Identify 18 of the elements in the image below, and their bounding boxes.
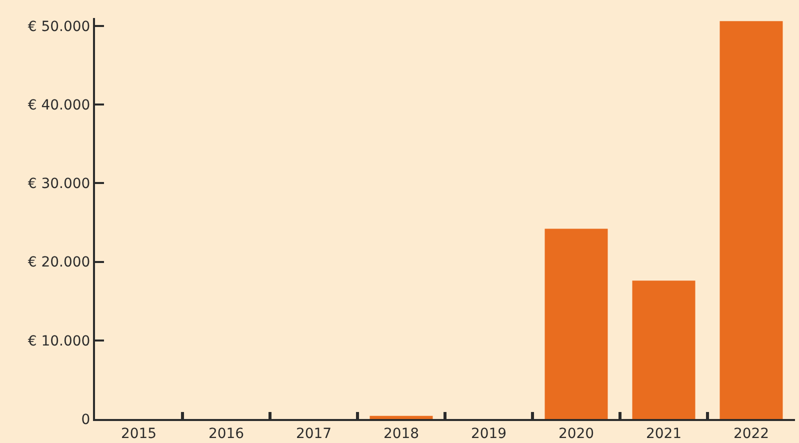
bar <box>544 228 608 419</box>
x-tick-label: 2020 <box>558 426 594 442</box>
x-tick-label: 2016 <box>208 426 244 442</box>
y-tick-label: € 40.000 <box>28 97 90 114</box>
y-tick-label: € 20.000 <box>28 254 90 271</box>
bar <box>720 21 783 419</box>
bar <box>632 280 696 419</box>
y-tick-label: € 10.000 <box>28 333 90 350</box>
y-tick-label: € 30.000 <box>28 176 90 192</box>
y-tick-label: € 50.000 <box>28 18 90 35</box>
x-tick-label: 2018 <box>383 426 420 442</box>
y-tick-label: 0 <box>81 412 90 428</box>
bar <box>370 416 433 419</box>
x-tick-label: 2019 <box>470 426 507 442</box>
x-tick-label: 2017 <box>296 426 332 442</box>
x-tick-label: 2022 <box>733 426 770 442</box>
x-tick-label: 2021 <box>646 426 682 442</box>
x-tick-label: 2015 <box>120 426 157 442</box>
